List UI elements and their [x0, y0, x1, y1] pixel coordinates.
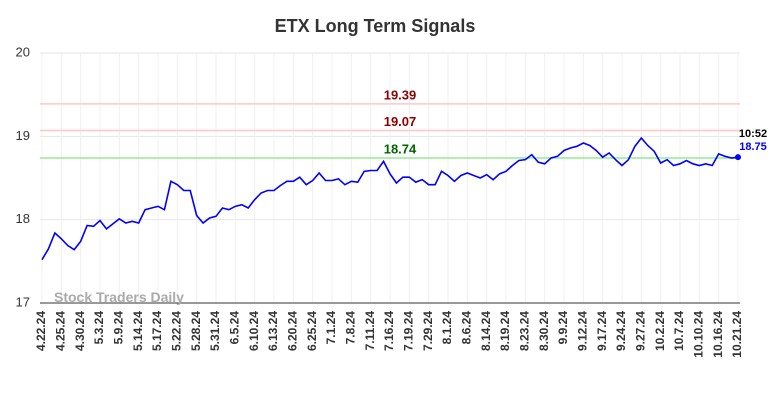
x-tick-label: 7.8.24 [344, 311, 358, 345]
reference-label: 18.74 [384, 141, 417, 156]
x-tick-label: 10.2.24 [653, 311, 667, 351]
reference-label: 19.39 [384, 87, 417, 102]
x-tick-label: 10.21.24 [730, 311, 744, 358]
price-line [41, 136, 739, 261]
x-tick-label: 8.23.24 [518, 311, 532, 351]
x-tick-label: 8.30.24 [537, 311, 551, 351]
y-tick-label: 18 [16, 211, 30, 226]
x-tick-label: 9.12.24 [576, 311, 590, 351]
x-tick-label: 7.16.24 [382, 311, 396, 351]
x-tick-label: 5.22.24 [170, 311, 184, 351]
last-value: 18.75 [739, 141, 767, 153]
x-tick-label: 6.25.24 [305, 311, 319, 351]
x-tick-label: 6.13.24 [266, 311, 280, 351]
x-tick-label: 4.22.24 [34, 311, 48, 351]
y-tick-label: 17 [16, 294, 30, 309]
x-tick-label: 9.24.24 [614, 311, 628, 351]
x-tick-label: 5.28.24 [189, 311, 203, 351]
x-tick-label: 6.20.24 [286, 311, 300, 351]
x-tick-label: 7.19.24 [402, 311, 416, 351]
x-tick-label: 7.11.24 [363, 311, 377, 351]
x-tick-label: 6.5.24 [228, 311, 242, 345]
x-tick-label: 9.17.24 [595, 311, 609, 351]
x-tick-label: 7.1.24 [324, 311, 338, 345]
last-time: 10:52 [739, 128, 767, 140]
x-tick-label: 8.19.24 [498, 311, 512, 351]
y-tick-label: 20 [16, 44, 30, 59]
x-tick-label: 5.31.24 [208, 311, 222, 351]
x-tick-label: 4.25.24 [54, 311, 68, 351]
x-tick-label: 5.14.24 [131, 311, 145, 351]
chart-title: ETX Long Term Signals [275, 16, 476, 36]
x-tick-label: 10.16.24 [711, 311, 725, 358]
x-tick-label: 4.30.24 [73, 311, 87, 351]
x-tick-label: 9.9.24 [556, 311, 570, 345]
reference-label: 19.07 [384, 114, 417, 129]
x-tick-label: 8.1.24 [440, 311, 454, 345]
x-tick-label: 10.7.24 [672, 311, 686, 351]
last-point [735, 154, 741, 161]
x-tick-label: 5.9.24 [112, 311, 126, 345]
x-tick-label: 6.10.24 [247, 311, 261, 351]
y-tick-label: 19 [16, 128, 30, 143]
x-tick-label: 7.29.24 [421, 311, 435, 351]
x-tick-label: 10.10.24 [692, 311, 706, 358]
watermark: Stock Traders Daily [54, 289, 184, 305]
x-tick-label: 9.27.24 [634, 311, 648, 351]
x-tick-label: 5.3.24 [92, 311, 106, 345]
x-tick-label: 5.17.24 [150, 311, 164, 351]
x-tick-label: 8.6.24 [460, 311, 474, 345]
x-tick-label: 8.14.24 [479, 311, 493, 351]
